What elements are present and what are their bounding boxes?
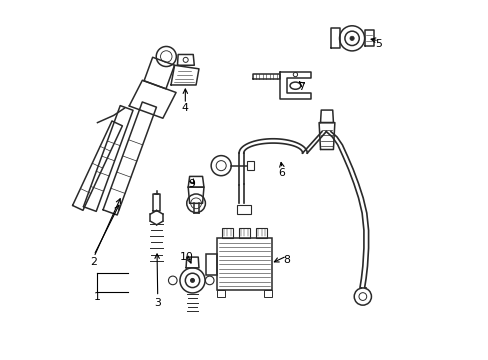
Bar bbox=[221, 228, 233, 238]
Bar bbox=[237, 205, 250, 214]
Text: 7: 7 bbox=[298, 82, 305, 93]
Text: 8: 8 bbox=[283, 255, 290, 265]
Text: 9: 9 bbox=[187, 179, 194, 189]
Text: 1: 1 bbox=[94, 292, 101, 302]
Bar bbox=[205, 253, 216, 275]
Bar bbox=[255, 228, 267, 238]
Bar bbox=[238, 228, 250, 238]
Bar bbox=[216, 238, 272, 290]
Bar bbox=[264, 290, 272, 297]
Circle shape bbox=[190, 279, 194, 282]
Bar bbox=[246, 161, 253, 170]
Text: 2: 2 bbox=[90, 257, 97, 267]
Text: 10: 10 bbox=[180, 252, 194, 262]
Circle shape bbox=[349, 36, 353, 41]
Text: 3: 3 bbox=[154, 298, 161, 308]
Text: 5: 5 bbox=[375, 40, 382, 49]
Text: 4: 4 bbox=[182, 103, 188, 113]
Text: 6: 6 bbox=[278, 168, 285, 178]
Bar bbox=[216, 290, 224, 297]
